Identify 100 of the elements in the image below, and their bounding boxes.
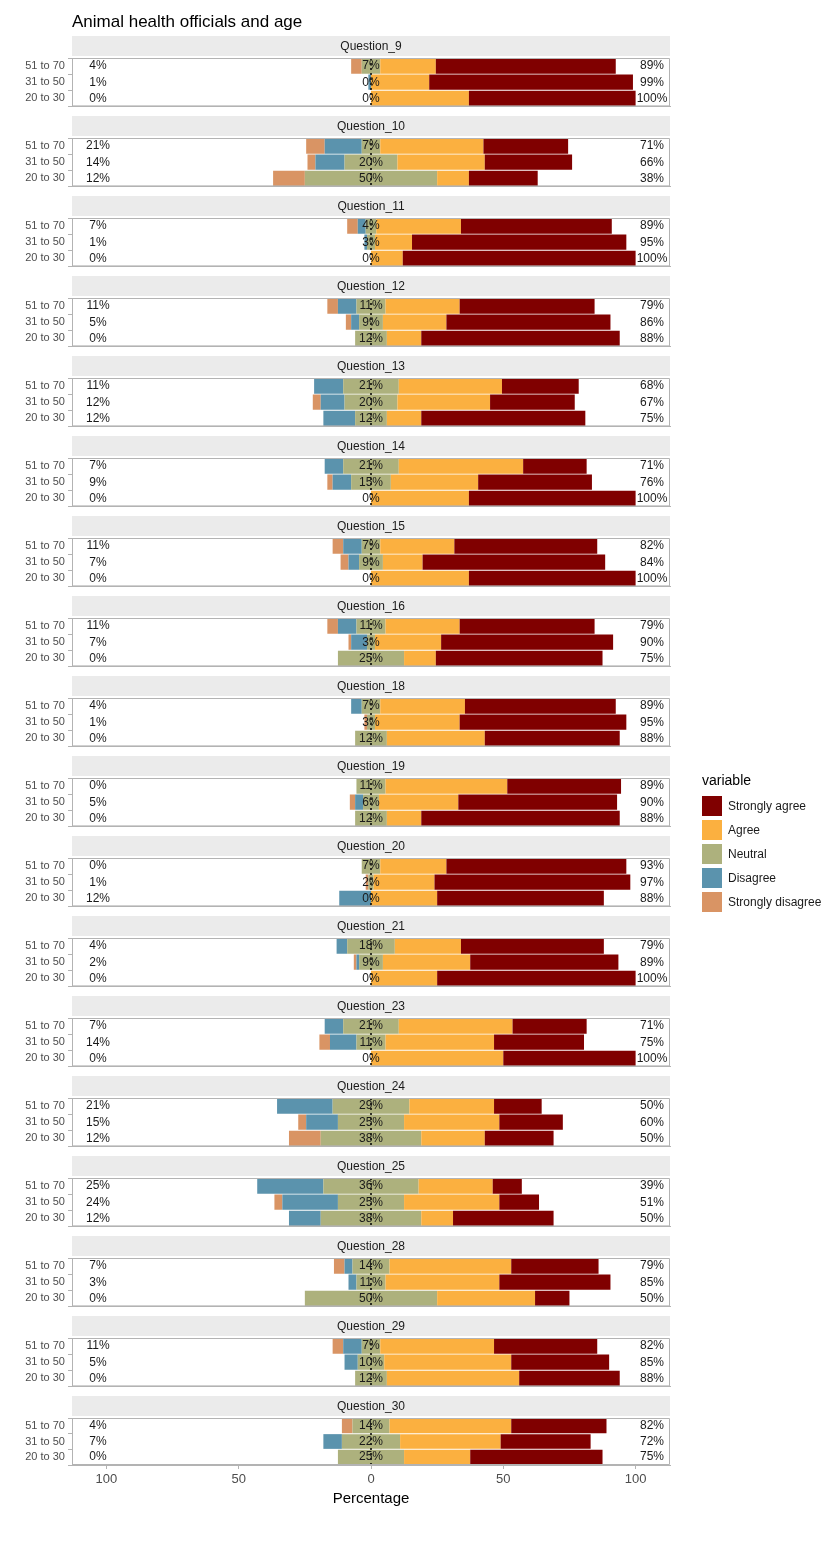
annotation: 25%: [358, 1194, 384, 1209]
legend-label: Strongly disagree: [728, 895, 822, 909]
annotation: 75%: [639, 1449, 665, 1464]
annotation: 21%: [85, 138, 111, 153]
annotation: 14%: [358, 1258, 384, 1273]
y-tick-label: 51 to 70: [25, 859, 65, 872]
annotation: 0%: [362, 570, 380, 585]
legend-label: Neutral: [728, 847, 767, 861]
annotation: 51%: [639, 1194, 665, 1209]
annotation: 9%: [362, 314, 380, 329]
annotation: 60%: [639, 1114, 665, 1129]
annotation: 15%: [85, 1114, 111, 1129]
y-tick-label: 31 to 50: [25, 1115, 65, 1128]
annotation: 85%: [639, 1274, 665, 1289]
chart-subtitle: Question_12: [336, 279, 406, 294]
annotation: 89%: [639, 698, 665, 713]
annotation: 3%: [362, 634, 380, 649]
y-tick-label: 51 to 70: [25, 459, 65, 472]
annotation: 0%: [362, 970, 380, 985]
annotation: 89%: [639, 58, 665, 73]
annotation: 0%: [89, 778, 107, 793]
annotation: 4%: [89, 58, 107, 73]
annotation: 88%: [639, 730, 665, 745]
y-tick-label: 51 to 70: [25, 1099, 65, 1112]
annotation: 88%: [639, 890, 665, 905]
x-tick-label: 100: [624, 1471, 647, 1487]
x-tick-label: 0: [367, 1471, 375, 1487]
y-tick-label: 51 to 70: [25, 779, 65, 792]
y-tick-label: 20 to 30: [25, 331, 65, 344]
legend-title: variable: [702, 772, 753, 788]
y-tick-label: 51 to 70: [25, 1179, 65, 1192]
annotation: 89%: [639, 218, 665, 233]
chart-subtitle: Question_24: [336, 1079, 406, 1094]
annotation: 7%: [362, 858, 380, 873]
y-tick-label: 31 to 50: [25, 1434, 65, 1447]
annotation: 0%: [362, 74, 380, 89]
chart-subtitle: Question_23: [336, 999, 406, 1014]
y-tick-label: 51 to 70: [25, 299, 65, 312]
annotation: 0%: [362, 490, 380, 505]
y-tick-label: 31 to 50: [25, 1355, 65, 1368]
annotation: 68%: [639, 378, 665, 393]
chart-subtitle: Question_11: [337, 199, 405, 214]
annotation: 86%: [639, 314, 665, 329]
annotation: 90%: [639, 634, 665, 649]
annotation: 1%: [89, 74, 107, 89]
chart-subtitle: Question_21: [336, 919, 406, 934]
annotation: 1%: [89, 714, 107, 729]
annotation: 12%: [85, 410, 111, 425]
annotation: 7%: [362, 1338, 380, 1353]
annotation: 76%: [639, 474, 665, 489]
annotation: 7%: [89, 1258, 107, 1273]
annotation: 0%: [89, 90, 107, 105]
annotation: 0%: [362, 250, 380, 265]
chart-subtitle: Question_25: [336, 1159, 406, 1174]
annotation: 50%: [639, 1210, 665, 1225]
annotation: 7%: [89, 634, 107, 649]
y-tick-label: 31 to 50: [25, 475, 65, 488]
annotation: 75%: [639, 410, 665, 425]
chart-subtitle: Question_10: [336, 119, 406, 134]
y-tick-label: 20 to 30: [25, 1211, 65, 1224]
chart-subtitle: Question_19: [336, 759, 406, 774]
annotation: 88%: [639, 330, 665, 345]
annotation: 12%: [358, 810, 384, 825]
y-tick-label: 20 to 30: [25, 1450, 65, 1463]
annotation: 82%: [639, 538, 665, 553]
annotation: 25%: [358, 1114, 384, 1129]
chart-subtitle: Question_15: [336, 519, 406, 534]
annotation: 11%: [359, 1274, 383, 1289]
annotation: 21%: [358, 1018, 384, 1033]
annotation: 15%: [358, 474, 384, 489]
annotation: 7%: [89, 458, 107, 473]
annotation: 14%: [85, 1034, 111, 1049]
chart-subtitle: Question_18: [336, 679, 406, 694]
y-tick-label: 51 to 70: [25, 1019, 65, 1032]
annotation: 67%: [639, 394, 665, 409]
y-tick-label: 31 to 50: [25, 555, 65, 568]
annotation: 50%: [639, 1130, 665, 1145]
y-tick-label: 31 to 50: [25, 315, 65, 328]
annotation: 9%: [362, 954, 380, 969]
y-tick-label: 20 to 30: [25, 971, 65, 984]
annotation: 7%: [89, 1018, 107, 1033]
annotation: 75%: [639, 1034, 665, 1049]
y-tick-label: 51 to 70: [25, 539, 65, 552]
annotation: 0%: [89, 1449, 107, 1464]
annotation: 3%: [89, 1274, 107, 1289]
annotation: 14%: [358, 1418, 384, 1433]
annotation: 14%: [85, 154, 111, 169]
annotation: 39%: [639, 1178, 665, 1193]
y-tick-label: 51 to 70: [25, 1418, 65, 1431]
annotation: 97%: [639, 874, 665, 889]
annotation: 12%: [85, 1210, 111, 1225]
annotation: 100%: [636, 250, 668, 265]
annotation: 100%: [636, 90, 668, 105]
annotation: 0%: [89, 250, 107, 265]
annotation: 12%: [85, 394, 111, 409]
x-tick-label: 50: [231, 1471, 246, 1487]
annotation: 12%: [358, 1370, 384, 1385]
y-tick-label: 20 to 30: [25, 811, 65, 824]
annotation: 88%: [639, 1370, 665, 1385]
chart-subtitle: Question_28: [336, 1239, 406, 1254]
